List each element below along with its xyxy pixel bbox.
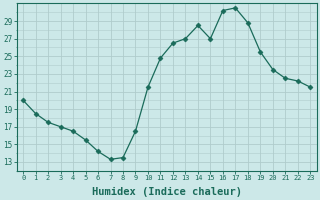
X-axis label: Humidex (Indice chaleur): Humidex (Indice chaleur) [92,186,242,197]
